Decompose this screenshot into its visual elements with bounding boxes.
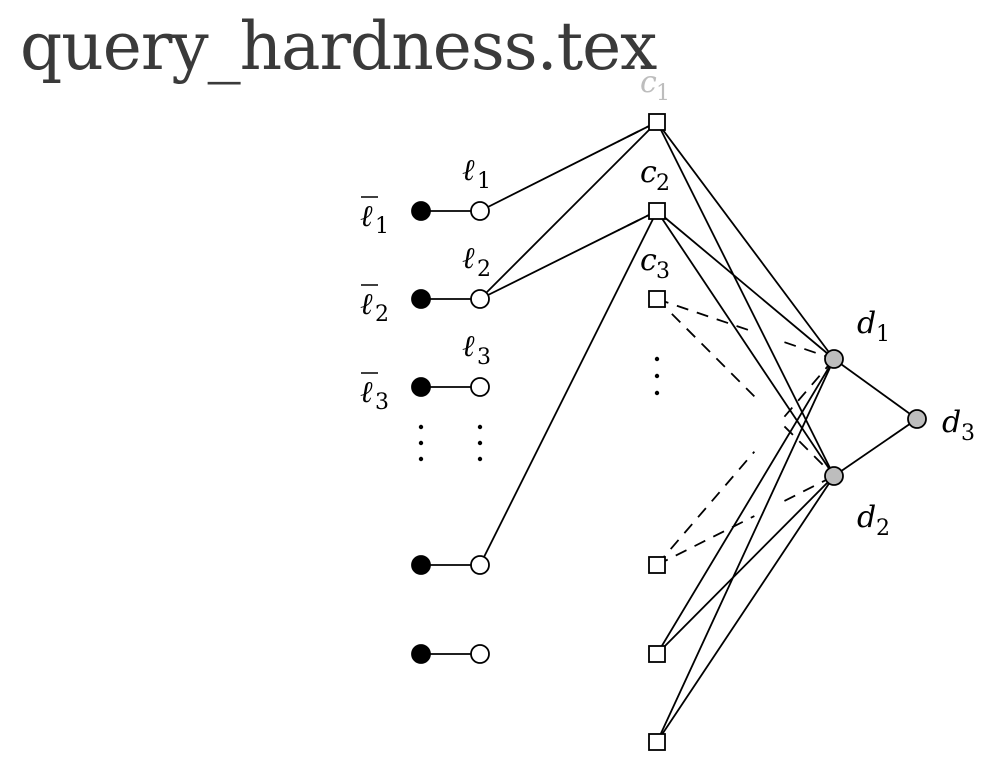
svg-text:1: 1 <box>477 169 491 194</box>
node-d2 <box>824 466 844 486</box>
node-d1 <box>824 349 844 369</box>
edge-c4-d1 <box>656 451 756 566</box>
node-d3 <box>907 409 927 429</box>
nodes-layer <box>411 113 927 751</box>
svg-text:c: c <box>640 155 657 190</box>
svg-text:3: 3 <box>656 259 670 284</box>
node-nl1 <box>411 201 431 221</box>
node-pl1 <box>470 201 490 221</box>
edge-c5-d1 <box>656 358 835 655</box>
label-c2: c 2 <box>640 155 670 196</box>
svg-text:d: d <box>857 306 876 341</box>
edge-c3-d1 <box>656 298 755 333</box>
edges-layer <box>421 121 918 743</box>
node-c3 <box>648 290 666 308</box>
node-nl4 <box>411 555 431 575</box>
svg-text:ℓ: ℓ <box>360 199 373 234</box>
edge-pl4-c2 <box>479 210 658 566</box>
node-c4 <box>648 556 666 574</box>
svg-text:c: c <box>640 243 657 278</box>
edge-c6-d2 <box>656 475 835 743</box>
label-lbar3: ℓ 3 <box>360 372 389 415</box>
edge-c5-d2 <box>656 475 835 655</box>
edge-c1-d2 <box>656 121 835 477</box>
edge-stub-c3-d2 <box>783 425 835 477</box>
label-lbar1: ℓ 1 <box>360 196 389 239</box>
label-d3: d 3 <box>942 405 975 446</box>
edge-pl2-c1 <box>479 121 658 300</box>
node-pl3 <box>470 377 490 397</box>
edge-pl1-c1 <box>479 121 658 212</box>
label-c3: c 3 <box>640 243 670 284</box>
svg-text:3: 3 <box>961 421 975 446</box>
svg-text:2: 2 <box>375 302 389 327</box>
svg-text:3: 3 <box>477 345 491 370</box>
edge-c6-d1 <box>656 358 835 743</box>
node-c1 <box>648 113 666 131</box>
svg-text:2: 2 <box>656 171 670 196</box>
label-l1: ℓ 1 <box>462 153 491 194</box>
label-l2: ℓ 2 <box>462 241 491 282</box>
label-l3: ℓ 3 <box>462 329 491 370</box>
svg-text:1: 1 <box>656 81 670 106</box>
edge-d2-d3 <box>833 418 918 477</box>
svg-text:ℓ: ℓ <box>462 241 475 276</box>
edge-c4-d2 <box>656 515 755 566</box>
svg-text:1: 1 <box>876 322 890 347</box>
svg-text:d: d <box>942 405 961 440</box>
svg-text:c: c <box>640 65 657 100</box>
svg-text:2: 2 <box>876 516 890 541</box>
edge-c2-d2 <box>656 210 835 477</box>
node-pl4 <box>470 555 490 575</box>
ellipsis-clauses <box>654 356 660 396</box>
node-pl2 <box>470 289 490 309</box>
svg-text:1: 1 <box>375 214 389 239</box>
ellipsis-negated-literals <box>418 424 424 462</box>
node-nl3 <box>411 377 431 397</box>
svg-text:d: d <box>857 500 876 535</box>
edge-stub-c4-d1 <box>783 358 835 418</box>
ellipsis-literals <box>477 424 483 462</box>
edge-c3-d2 <box>656 298 755 397</box>
edge-c1-d1 <box>656 121 835 360</box>
svg-text:ℓ: ℓ <box>462 153 475 188</box>
edge-d1-d3 <box>833 358 918 420</box>
label-c1: c 1 <box>640 65 670 106</box>
edge-c2-d1 <box>656 210 835 360</box>
node-pl5 <box>470 644 490 664</box>
node-nl5 <box>411 644 431 664</box>
node-nl2 <box>411 289 431 309</box>
label-d2: d 2 <box>857 500 890 541</box>
page-title: query_hardness.tex <box>20 8 657 85</box>
node-c6 <box>648 733 666 751</box>
svg-text:2: 2 <box>477 257 491 282</box>
svg-text:ℓ: ℓ <box>360 375 373 410</box>
node-c5 <box>648 645 666 663</box>
node-c2 <box>648 202 666 220</box>
svg-text:ℓ: ℓ <box>462 329 475 364</box>
label-d1: d 1 <box>857 306 890 347</box>
label-lbar2: ℓ 2 <box>360 284 389 327</box>
svg-text:3: 3 <box>375 390 389 415</box>
svg-text:ℓ: ℓ <box>360 287 373 322</box>
